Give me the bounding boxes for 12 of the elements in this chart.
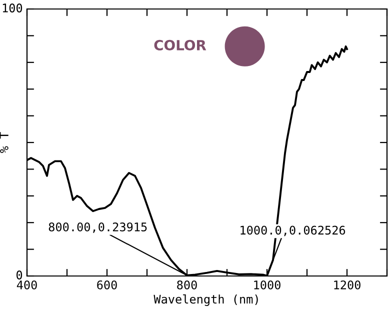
annotation: COLOR [154, 40, 206, 50]
x-tick-label: 600 [97, 280, 117, 290]
y-tick-label: 100 [2, 4, 22, 12]
annotation: 800.00,0.23915 [48, 222, 147, 233]
x-axis-title: Wavelength (nm) [154, 294, 258, 306]
x-tick-label: 800 [177, 280, 197, 290]
x-tick-label: 400 [16, 280, 37, 290]
x-tick-label: 1000 [254, 280, 280, 290]
annotation: 1000.0,0.062526 [240, 226, 346, 236]
y-axis-title: % T [0, 132, 8, 153]
x-tick-label: 1200 [334, 280, 360, 290]
y-tick-label: 0 [16, 270, 22, 280]
